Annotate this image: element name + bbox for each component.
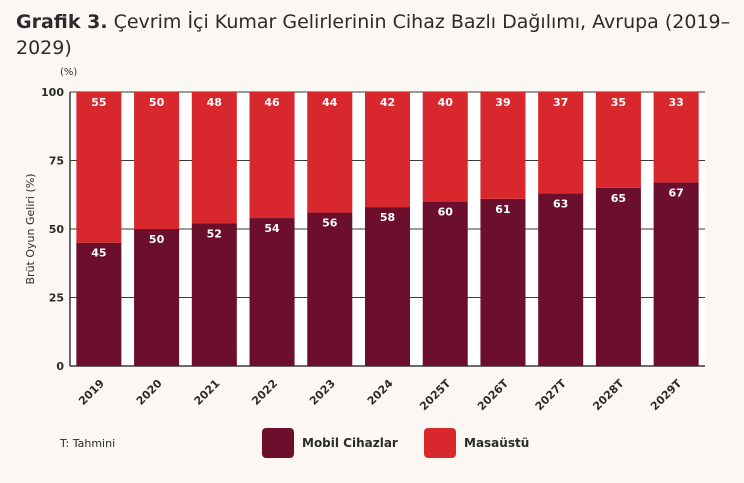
data-label: 50 — [149, 233, 165, 246]
legend-item-masaustu: Masaüstü — [424, 428, 529, 458]
chart-title: Grafik 3. Çevrim İçi Kumar Gelirlerinin … — [16, 9, 736, 61]
x-tick-label: 2022 — [249, 377, 280, 408]
bar-mobil — [422, 201, 468, 366]
bar-masaustu — [134, 92, 180, 229]
footnote: T: Tahmini — [60, 437, 116, 450]
chart-title-text: Çevrim İçi Kumar Gelirlerinin Cihaz Bazl… — [16, 11, 731, 59]
x-tick-label: 2029T — [648, 377, 684, 413]
data-label: 65 — [611, 192, 626, 205]
x-tick-label: 2024 — [365, 377, 396, 408]
data-label: 56 — [322, 217, 338, 230]
data-label: 55 — [91, 96, 106, 109]
chart-title-number: Grafik 3. — [16, 11, 108, 33]
x-tick-label: 2023 — [307, 377, 338, 408]
bar-mobil — [480, 198, 526, 366]
data-label: 37 — [553, 96, 568, 109]
legend-swatch-masaustu — [424, 428, 456, 458]
y-tick-label: 50 — [49, 223, 65, 236]
legend-label-masaustu: Masaüstü — [464, 436, 530, 450]
bar-masaustu — [364, 92, 411, 208]
data-label: 42 — [380, 96, 395, 109]
data-label: 60 — [438, 206, 454, 219]
x-tick-label: 2020 — [134, 377, 165, 408]
data-label: 33 — [668, 96, 683, 109]
bar-masaustu — [480, 92, 526, 199]
data-label: 39 — [495, 96, 510, 109]
bar-mobil — [307, 212, 353, 366]
y-axis-title: Brüt Oyun Geliri (%) — [24, 174, 37, 285]
bar-mobil — [76, 242, 122, 366]
data-label: 46 — [264, 96, 280, 109]
x-tick-label: 2027T — [533, 377, 569, 413]
bar-masaustu — [76, 92, 122, 243]
bar-mobil — [249, 218, 295, 366]
x-tick-label: 2026T — [475, 377, 511, 413]
bar-masaustu — [191, 92, 237, 224]
bar-masaustu — [595, 92, 641, 188]
data-label: 67 — [668, 186, 683, 199]
bar-mobil — [191, 223, 237, 366]
x-tick-label: 2025T — [417, 377, 453, 413]
data-label: 63 — [553, 197, 568, 210]
data-label: 40 — [438, 96, 454, 109]
bar-mobil — [653, 182, 699, 366]
x-tick-label: 2019 — [76, 377, 107, 408]
data-label: 50 — [149, 96, 165, 109]
data-label: 48 — [207, 96, 222, 109]
legend-swatch-mobil — [262, 428, 294, 458]
y-tick-label: 100 — [41, 86, 64, 99]
bar-mobil — [364, 207, 411, 366]
data-label: 54 — [264, 222, 280, 235]
bar-masaustu — [249, 92, 295, 219]
bar-masaustu — [422, 92, 468, 202]
bar-mobil — [595, 187, 641, 366]
legend-item-mobil: Mobil Cihazlar — [262, 428, 398, 458]
data-label: 61 — [495, 203, 510, 216]
data-label: 45 — [91, 247, 106, 260]
bar-masaustu — [307, 92, 353, 213]
stacked-bar-chart: 0 25 50 75 100 (%) Brüt Oyun Geliri (%) 45 55 201… — [24, 67, 705, 413]
data-label: 58 — [380, 211, 395, 224]
bar-masaustu — [538, 92, 584, 194]
x-tick-label: 2021 — [192, 377, 223, 408]
data-label: 52 — [207, 228, 222, 241]
x-tick-label: 2028T — [590, 377, 626, 413]
data-label: 44 — [322, 96, 338, 109]
bar-mobil — [134, 229, 180, 366]
legend-label-mobil: Mobil Cihazlar — [302, 436, 398, 450]
data-label: 35 — [611, 96, 626, 109]
unit-label: (%) — [60, 67, 77, 78]
y-tick-label: 0 — [56, 360, 64, 373]
y-tick-label: 75 — [49, 155, 64, 168]
bar-masaustu — [653, 92, 699, 183]
bar-mobil — [538, 193, 584, 366]
y-tick-label: 25 — [49, 292, 64, 305]
